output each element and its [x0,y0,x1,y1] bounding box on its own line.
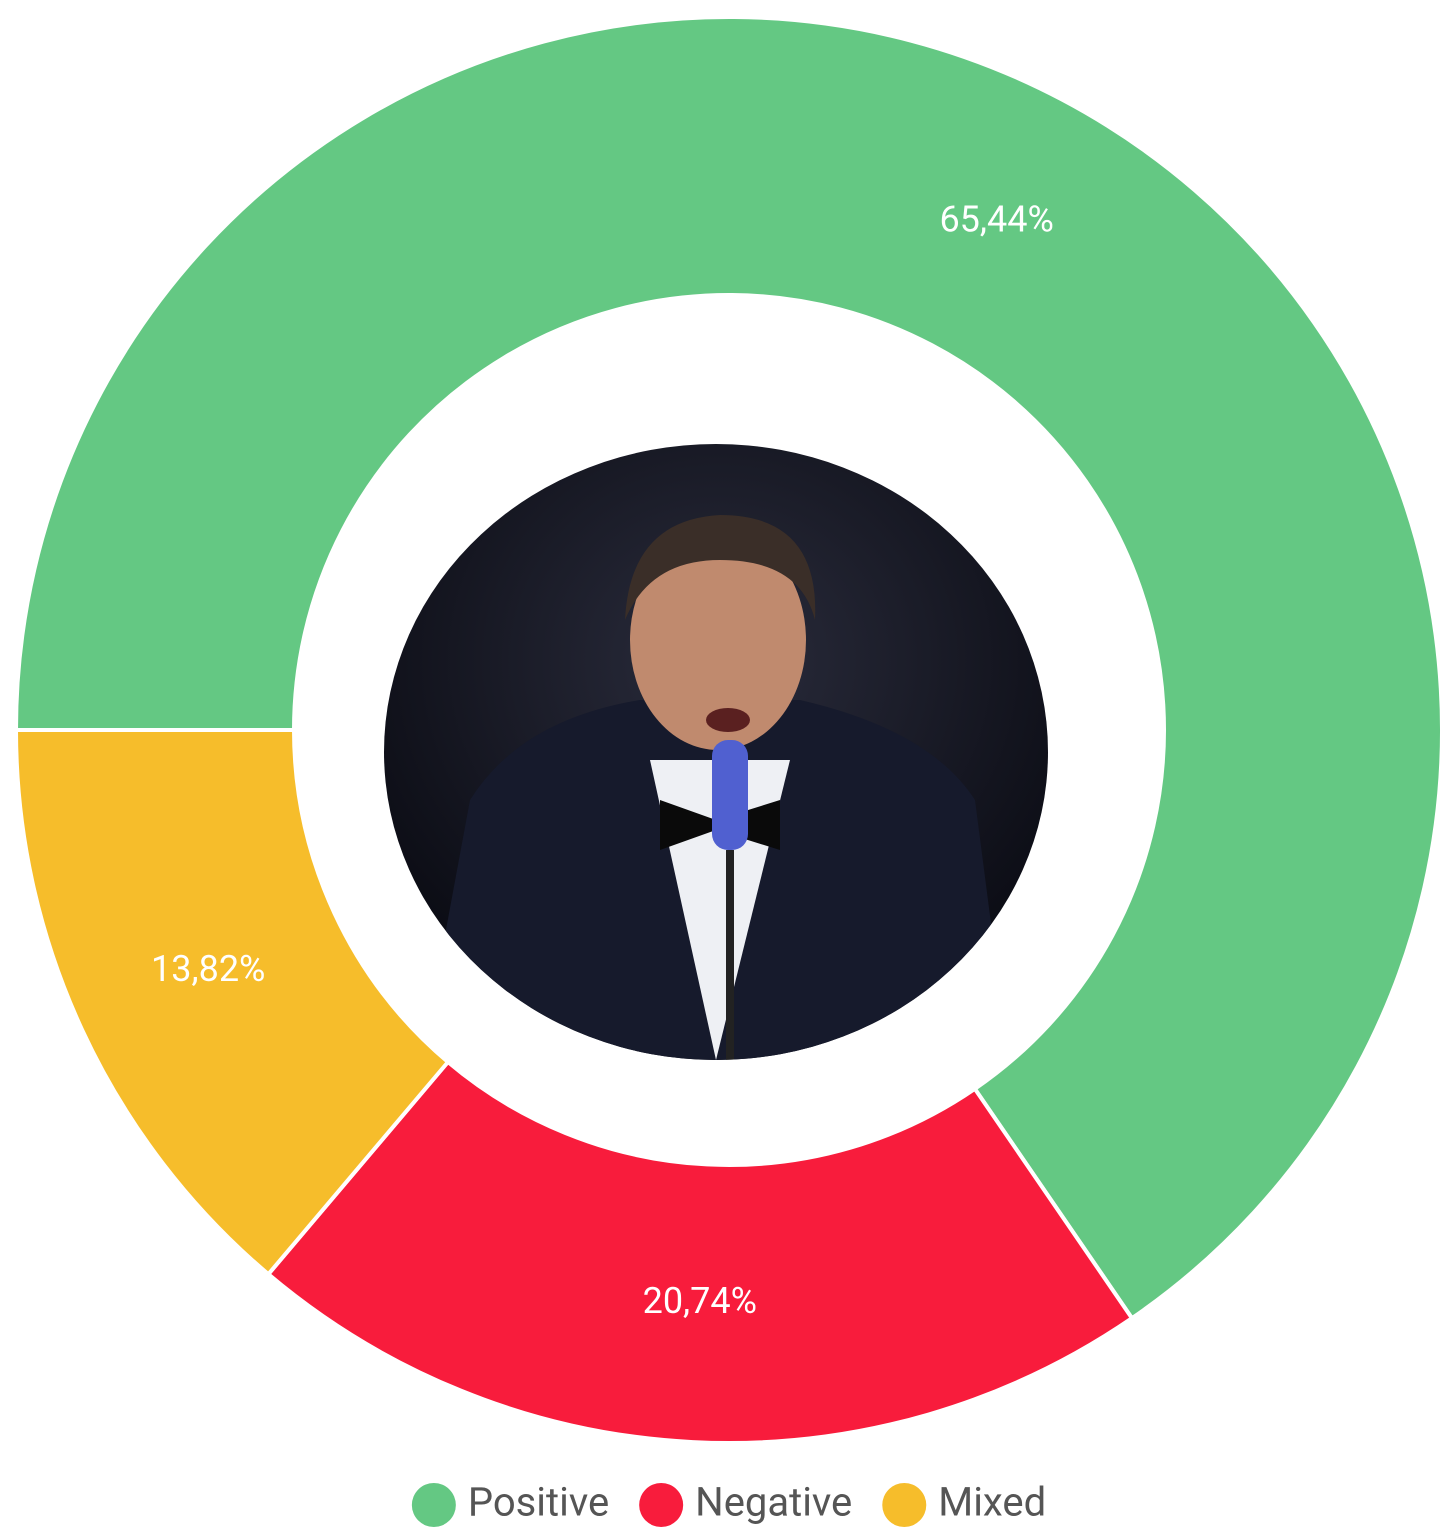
donut-segment [265,1059,1135,1445]
donut-segment [13,728,451,1278]
legend-marker [411,1483,456,1527]
value-label: 20,74% [643,1280,757,1322]
legend-label: Positive [468,1479,609,1526]
legend-marker [639,1483,684,1527]
donut-segment [13,15,1444,1321]
legend-label: Mixed [938,1479,1046,1526]
legend-marker [882,1483,927,1527]
value-label: 13,82% [151,948,265,990]
value-label: 65,44% [939,199,1053,241]
center-photo [384,444,1048,1060]
legend-label: Negative [695,1479,852,1526]
